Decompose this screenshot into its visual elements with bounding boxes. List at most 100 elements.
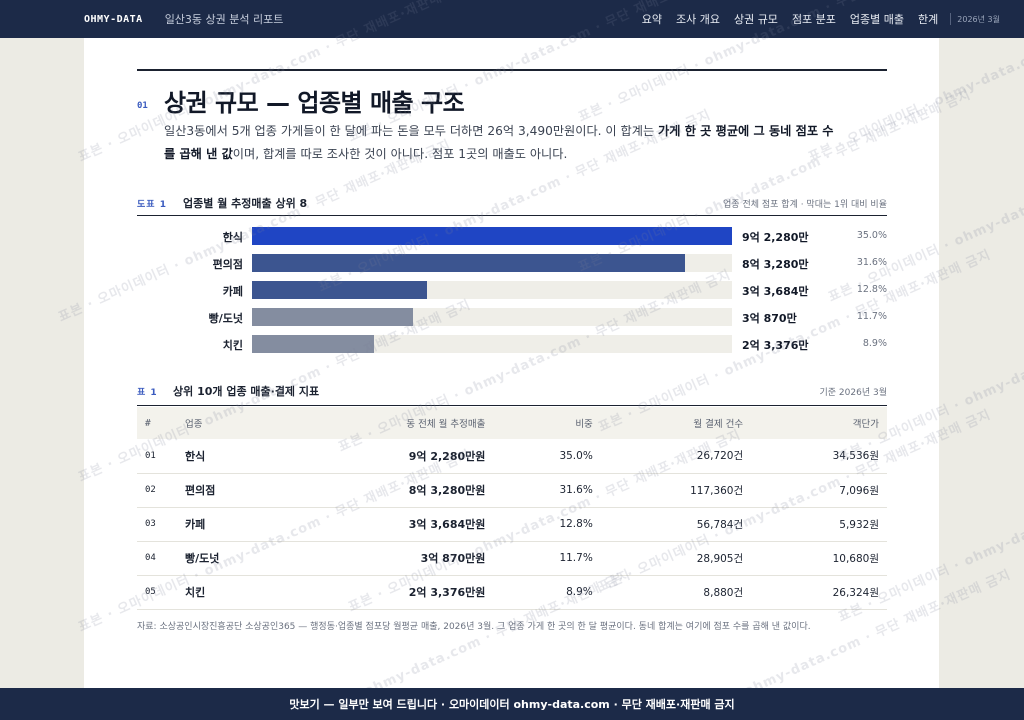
top-nav: OHMY-DATA 일산3동 상권 분석 리포트 요약 조사 개요 상권 규모 …	[0, 0, 1024, 38]
table-row: 02 편의점 8억 3,280만원 31.6% 117,360건 7,096원	[137, 473, 887, 508]
table-label: 표 1	[137, 388, 158, 398]
col-avg-price: 객단가	[751, 407, 887, 439]
table-row: 01 한식 9억 2,280만원 35.0% 26,720건 34,536원	[137, 439, 887, 474]
row-count: 26,720건	[600, 439, 752, 474]
bar-track	[252, 308, 732, 326]
sales-bar-chart: 한식 9억 2,280만 35.0% 편의점 8억 3,280만 31.6% 카페 3억 3,…	[137, 226, 887, 356]
row-count: 56,784건	[600, 507, 752, 542]
row-sales: 3억 3,684만원	[286, 507, 494, 542]
bar-track	[252, 227, 732, 245]
row-sales: 8억 3,280만원	[286, 473, 494, 508]
nav-item-store-distribution[interactable]: 점포 분포	[791, 13, 836, 26]
bar-share-label: 31.6%	[856, 257, 887, 268]
row-avg-price: 7,096원	[751, 473, 887, 508]
row-number: 02	[137, 473, 177, 508]
nav-item-limitations[interactable]: 한계	[918, 13, 939, 26]
row-category: 한식	[177, 439, 287, 474]
figure-label: 도표 1	[137, 200, 167, 210]
bar	[252, 308, 413, 326]
bar-share-label: 11.7%	[856, 311, 887, 322]
col-sales: 동 전체 월 추정매출	[286, 407, 494, 439]
row-share: 11.7%	[493, 541, 601, 576]
figure-title: 업종별 월 추정매출 상위 8	[183, 197, 308, 210]
row-avg-price: 34,536원	[751, 439, 887, 474]
nav-item-overview[interactable]: 조사 개요	[675, 13, 720, 26]
lead-text-2: 이며, 합계를 따로 조사한 것이 아니다. 점포 1곳의 매출도 아니다.	[232, 147, 568, 161]
row-share: 35.0%	[493, 439, 601, 474]
figure-header: 도표 1 업종별 월 추정매출 상위 8 업종 전체 점포 합계 · 막대는 1…	[137, 192, 887, 216]
bar-category-label: 편의점	[212, 258, 243, 271]
table-body: 01 한식 9억 2,280만원 35.0% 26,720건 34,536원 02 편의점 8억…	[137, 439, 887, 610]
row-number: 05	[137, 575, 177, 610]
row-number: 03	[137, 507, 177, 542]
bar-share-label: 12.8%	[856, 284, 887, 295]
brand-logo[interactable]: OHMY-DATA	[84, 13, 143, 25]
bar-category-label: 한식	[222, 231, 243, 244]
table-row: 05 치킨 2억 3,376만원 8.9% 8,880건 26,324원	[137, 575, 887, 610]
table-header: 표 1 상위 10개 업종 매출·결제 지표 기준 2026년 3월	[137, 378, 887, 406]
bar-row: 카페 3억 3,684만 12.8%	[137, 280, 887, 302]
nav-item-sales-by-category[interactable]: 업종별 매출	[849, 13, 905, 26]
table-title: 상위 10개 업종 매출·결제 지표	[173, 385, 320, 398]
bar-value-label: 9억 2,280만	[742, 231, 809, 244]
row-avg-price: 26,324원	[751, 575, 887, 610]
table-row: 03 카페 3억 3,684만원 12.8% 56,784건 5,932원	[137, 507, 887, 542]
bar	[252, 254, 686, 272]
bar-value-label: 3억 870만	[742, 312, 797, 325]
col-share: 비중	[493, 407, 601, 439]
bar	[252, 281, 428, 299]
footer-text: 맛보기 — 일부만 보여 드립니다 · 오마이데이터 ohmy-data.com…	[289, 698, 735, 711]
metrics-table: # 업종 동 전체 월 추정매출 비중 월 결제 건수 객단가 01 한식 9억 2…	[137, 407, 887, 610]
bar-share-label: 8.9%	[862, 338, 887, 349]
col-category: 업종	[177, 407, 287, 439]
nav-item-summary[interactable]: 요약	[641, 13, 662, 26]
bar-track	[252, 281, 732, 299]
footer-banner: 맛보기 — 일부만 보여 드립니다 · 오마이데이터 ohmy-data.com…	[0, 688, 1024, 720]
row-sales: 9억 2,280만원	[286, 439, 494, 474]
row-category: 빵/도넛	[177, 541, 287, 576]
row-count: 28,905건	[600, 541, 752, 576]
nav-date: 2026년 3월	[957, 14, 1000, 24]
nav-divider	[950, 13, 952, 25]
row-share: 31.6%	[493, 473, 601, 508]
bar-category-label: 빵/도넛	[208, 312, 243, 325]
bar-track	[252, 335, 732, 353]
bar	[252, 227, 732, 245]
row-number: 04	[137, 541, 177, 576]
report-sheet: 01 상권 규모 — 업종별 매출 구조 일산3동에서 5개 업종 가게들이 한…	[84, 38, 939, 688]
row-share: 8.9%	[493, 575, 601, 610]
bar-row: 치킨 2억 3,376만 8.9%	[137, 334, 887, 356]
row-count: 117,360건	[600, 473, 752, 508]
section-number: 01	[137, 101, 148, 111]
source-note: 자료: 소상공인시장진흥공단 소상공인365 — 행정동·업종별 점포당 월평균…	[137, 622, 811, 632]
report-name: 일산3동 상권 분석 리포트	[164, 13, 284, 26]
bar-row: 편의점 8억 3,280만 31.6%	[137, 253, 887, 275]
row-sales: 2억 3,376만원	[286, 575, 494, 610]
row-avg-price: 5,932원	[751, 507, 887, 542]
row-avg-price: 10,680원	[751, 541, 887, 576]
bar-category-label: 카페	[222, 285, 243, 298]
row-share: 12.8%	[493, 507, 601, 542]
bar-value-label: 2억 3,376만	[742, 339, 809, 352]
col-count: 월 결제 건수	[600, 407, 752, 439]
table-note: 기준 2026년 3월	[819, 388, 887, 398]
section-title: 상권 규모 — 업종별 매출 구조	[164, 89, 465, 117]
nav-item-market-size[interactable]: 상권 규모	[733, 13, 778, 26]
nav-menu: 요약 조사 개요 상권 규모 점포 분포 업종별 매출 한계 2026년 3월	[628, 11, 1000, 27]
table-header-row: # 업종 동 전체 월 추정매출 비중 월 결제 건수 객단가	[137, 407, 887, 439]
row-sales: 3억 870만원	[286, 541, 494, 576]
table-row: 04 빵/도넛 3억 870만원 11.7% 28,905건 10,680원	[137, 541, 887, 576]
row-category: 편의점	[177, 473, 287, 508]
lead-text-1: 일산3동에서 5개 업종 가게들이 한 달에 파는 돈을 모두 더하면 26억 …	[164, 124, 659, 138]
lead-text-bold: 가게 한 곳 평균에 그 동네 점포 수를 곱해 낸 값	[164, 124, 834, 161]
row-count: 8,880건	[600, 575, 752, 610]
bar-value-label: 8억 3,280만	[742, 258, 809, 271]
bar	[252, 335, 374, 353]
row-number: 01	[137, 439, 177, 474]
bar-row: 한식 9억 2,280만 35.0%	[137, 226, 887, 248]
figure-note: 업종 전체 점포 합계 · 막대는 1위 대비 비율	[723, 200, 887, 210]
bar-share-label: 35.0%	[856, 230, 887, 241]
row-category: 치킨	[177, 575, 287, 610]
row-category: 카페	[177, 507, 287, 542]
section-rule	[137, 69, 887, 71]
